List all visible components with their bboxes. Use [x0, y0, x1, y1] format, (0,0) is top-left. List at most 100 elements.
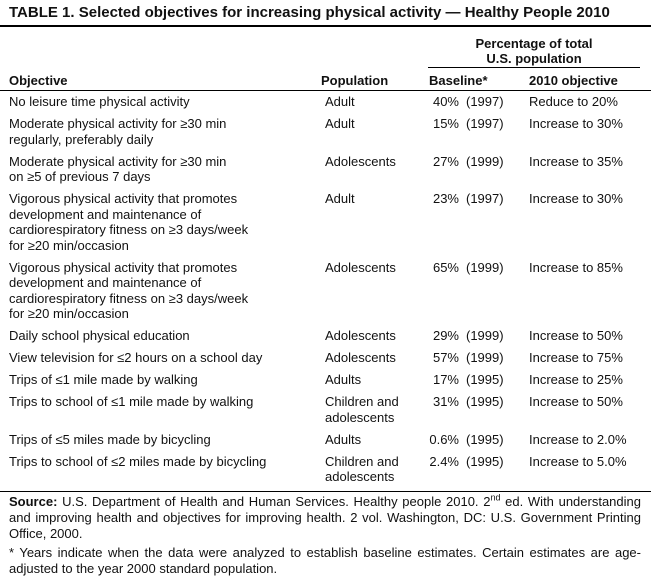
objective-line: No leisure time physical activity: [9, 94, 190, 109]
population-cell: Adolescents: [325, 151, 425, 189]
population-cell: Adolescents: [325, 325, 425, 347]
table-title: TABLE 1. Selected objectives for increas…: [9, 4, 610, 21]
data-table: No leisure time physical activity Adult 40…: [9, 91, 627, 488]
population-line: Adolescents: [325, 153, 396, 169]
year-cell: (1999): [466, 328, 504, 343]
objective-line: regularly, preferably daily: [9, 131, 154, 147]
group-header: Percentage of total U.S. population: [428, 36, 640, 66]
objective-cell: Vigorous physical activity that promotes…: [9, 188, 325, 257]
objective-line: Trips to school of ≤2 miles made by bicy…: [9, 453, 267, 469]
objective-line: on ≥5 of previous 7 days: [9, 169, 151, 184]
population-line: Children and: [325, 453, 399, 469]
population-cell: Children and adolescents: [325, 391, 425, 429]
objective-cell: Trips to school of ≤1 mile made by walki…: [9, 391, 325, 429]
objective-line: cardiorespiratory fitness on ≥3 days/wee…: [9, 222, 249, 237]
source-label: Source:: [9, 494, 58, 509]
year-cell: (1997): [466, 94, 504, 109]
population-line: Adults: [325, 431, 362, 447]
table-row: Trips of ≤5 miles made by bicycling Adult…: [9, 429, 627, 451]
population-cell: Adult: [325, 188, 425, 257]
target-cell: Increase to 85%: [529, 259, 623, 275]
year-cell: (1995): [466, 431, 504, 447]
table-body: No leisure time physical activity Adult 40…: [9, 91, 627, 488]
population-cell: Adolescents: [325, 347, 425, 369]
column-header: Objective: [9, 73, 68, 88]
target-cell: Increase to 30%: [529, 116, 623, 131]
table-row: Vigorous physical activity that promotes…: [9, 257, 627, 326]
population-cell: Children and adolescents: [325, 451, 425, 489]
table-row: Vigorous physical activity that promotes…: [9, 188, 627, 257]
baseline-cell: 27%: [432, 153, 459, 169]
objective-cell: Trips of ≤5 miles made by bicycling: [9, 429, 325, 451]
table-row: Moderate physical activity for ≥30 min re…: [9, 113, 627, 151]
population-cell: Adults: [325, 429, 425, 451]
population-cell: Adolescents: [325, 257, 425, 326]
objective-cell: View television for ≤2 hours on a school…: [9, 347, 325, 369]
baseline-cell: 31%: [432, 394, 459, 409]
target-cell: Increase to 50%: [529, 394, 623, 409]
objective-cell: Daily school physical education: [9, 325, 325, 347]
year-cell: (1997): [466, 116, 504, 131]
table-row: Trips of ≤1 mile made by walking Adults 17…: [9, 369, 627, 391]
target-cell: Increase to 35%: [529, 153, 623, 169]
objective-line: development and maintenance of: [9, 275, 202, 290]
column-header: 2010 objective: [529, 73, 618, 88]
year-cell: (1997): [466, 191, 504, 206]
target-cell: Increase to 75%: [529, 350, 623, 365]
objective-cell: Moderate physical activity for ≥30 min on…: [9, 151, 325, 189]
baseline-cell: 15%: [432, 116, 459, 131]
population-line: Adolescents: [325, 350, 396, 365]
objective-line: for ≥20 min/occasion: [9, 237, 129, 253]
column-header: Baseline*: [429, 73, 488, 88]
population-line: Adolescents: [325, 328, 396, 343]
year-cell: (1999): [466, 153, 504, 169]
group-header-line: U.S. population: [486, 51, 582, 66]
baseline-cell: 57%: [432, 350, 459, 365]
population-cell: Adult: [325, 91, 425, 113]
baseline-cell: 0.6%: [429, 431, 459, 447]
objective-cell: Trips to school of ≤2 miles made by bicy…: [9, 451, 325, 489]
rule: [0, 25, 651, 27]
source: Source: U.S. Department of Health and Hu…: [9, 492, 641, 542]
objective-line: for ≥20 min/occasion: [9, 306, 129, 321]
baseline-cell: 40%: [432, 94, 459, 109]
target-cell: Increase to 5.0%: [529, 453, 627, 469]
objective-line: Daily school physical education: [9, 328, 190, 343]
population-line: Adult: [325, 116, 355, 131]
objective-line: Trips of ≤1 mile made by walking: [9, 372, 198, 387]
target-cell: Increase to 2.0%: [529, 431, 627, 447]
objective-line: Moderate physical activity for ≥30 min: [9, 116, 227, 131]
table-row: View television for ≤2 hours on a school…: [9, 347, 627, 369]
table-row: Trips to school of ≤2 miles made by bicy…: [9, 451, 627, 489]
source-text: ed. With understanding and improving hea…: [9, 494, 641, 541]
objective-line: Moderate physical activity for ≥30 min: [9, 153, 227, 169]
objective-cell: No leisure time physical activity: [9, 91, 325, 113]
source-text: U.S. Department of Health and Human Serv…: [62, 494, 491, 509]
objective-cell: Vigorous physical activity that promotes…: [9, 257, 325, 326]
target-cell: Reduce to 20%: [529, 94, 618, 109]
objective-line: Vigorous physical activity that promotes: [9, 191, 238, 206]
source-superscript: nd: [490, 492, 501, 503]
population-line: Adult: [325, 94, 355, 109]
year-cell: (1995): [466, 453, 504, 469]
year-cell: (1995): [466, 372, 504, 387]
year-cell: (1995): [466, 394, 504, 409]
objective-cell: Moderate physical activity for ≥30 min re…: [9, 113, 325, 151]
population-line: Children and: [325, 394, 399, 409]
footnote: * Years indicate when the data were anal…: [9, 545, 641, 576]
column-header: Population: [321, 73, 389, 88]
table-row: Daily school physical education Adolescen…: [9, 325, 627, 347]
rule: [0, 491, 651, 492]
objective-cell: Trips of ≤1 mile made by walking: [9, 369, 325, 391]
population-line: adolescents: [325, 469, 395, 484]
population-cell: Adults: [325, 369, 425, 391]
population-line: Adolescents: [325, 259, 396, 275]
objective-line: cardiorespiratory fitness on ≥3 days/wee…: [9, 290, 249, 306]
rule: [428, 67, 640, 68]
rule: [0, 90, 651, 91]
target-cell: Increase to 30%: [529, 191, 623, 206]
objective-line: development and maintenance of: [9, 206, 202, 222]
table-row: No leisure time physical activity Adult 40…: [9, 91, 627, 113]
population-cell: Adult: [325, 113, 425, 151]
